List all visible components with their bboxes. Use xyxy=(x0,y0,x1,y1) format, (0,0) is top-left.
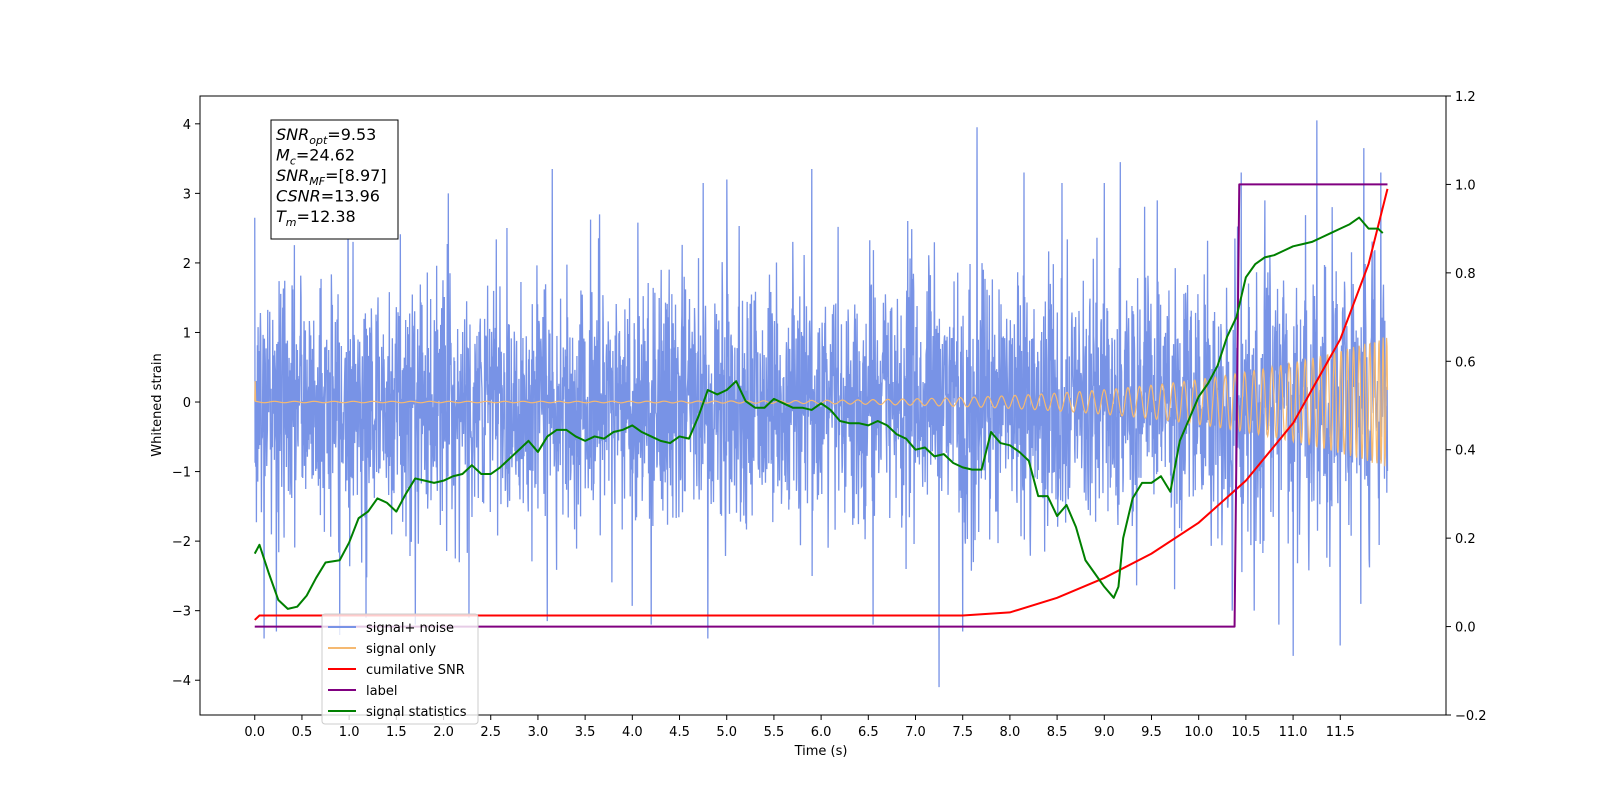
x-tick-label: 5.0 xyxy=(716,725,737,740)
series-cumulative-snr xyxy=(254,188,1389,621)
x-axis: 0.0 0.5 1.0 1.5 2.0 2.5 3.0 3.5 4.0 4.5 5.0 5.5 6.0 6… xyxy=(244,715,1355,740)
legend-label: signal only xyxy=(366,642,436,657)
x-tick-label: 4.0 xyxy=(622,725,643,740)
x-tick-label: 0.0 xyxy=(244,725,265,740)
x-tick-label: 6.5 xyxy=(858,725,879,740)
x-tick-label: 1.0 xyxy=(339,725,360,740)
x-tick-label: 2.5 xyxy=(480,725,501,740)
x-tick-label: 7.5 xyxy=(952,725,973,740)
y2-tick-label: 0.6 xyxy=(1455,355,1476,370)
x-tick-label: 11.0 xyxy=(1279,725,1308,740)
y-tick-label: 1 xyxy=(183,326,191,341)
stats-annotation: SNRopt=9.53Mc=24.62SNRMF=[8.97]CSNR=13.9… xyxy=(270,119,399,240)
x-tick-label: 8.0 xyxy=(1000,725,1021,740)
x-tick-label: 9.0 xyxy=(1094,725,1115,740)
y-tick-label: 3 xyxy=(183,187,191,202)
x-tick-label: 3.5 xyxy=(575,725,596,740)
annotation-line: CSNR=13.96 xyxy=(276,187,380,206)
y-tick-label: 0 xyxy=(183,396,191,411)
series-signal-statistics xyxy=(253,216,1384,610)
x-tick-label: 10.0 xyxy=(1184,725,1213,740)
annotation-line: SNRMF=[8.97] xyxy=(276,166,387,188)
x-tick-label: 10.5 xyxy=(1231,725,1260,740)
x-tick-label: 5.5 xyxy=(764,725,785,740)
series-layer xyxy=(253,120,1389,688)
annotation-line: Mc=24.62 xyxy=(276,146,355,168)
x-tick-label: 4.5 xyxy=(669,725,690,740)
y2-tick-label: 0.0 xyxy=(1455,621,1476,636)
legend-label: signal statistics xyxy=(366,705,467,720)
y-tick-label: 2 xyxy=(183,257,191,272)
legend: signal+ noise signal only cumilative SNR la… xyxy=(321,613,479,725)
x-tick-label: 7.0 xyxy=(905,725,926,740)
x-tick-label: 0.5 xyxy=(292,725,313,740)
y2-tick-label: 0.8 xyxy=(1455,267,1476,282)
y-tick-label: −3 xyxy=(172,605,191,620)
legend-box xyxy=(321,613,479,725)
x-tick-label: 3.0 xyxy=(528,725,549,740)
legend-label: cumilative SNR xyxy=(366,663,465,678)
x-tick-label: 8.5 xyxy=(1047,725,1068,740)
y-tick-label: −2 xyxy=(172,535,191,550)
annotation-box xyxy=(270,119,399,240)
x-tick-label: 2.0 xyxy=(433,725,454,740)
legend-label: signal+ noise xyxy=(366,621,454,636)
y2-tick-label: 1.0 xyxy=(1455,178,1476,193)
x-tick-label: 11.5 xyxy=(1326,725,1355,740)
x-tick-label: 1.5 xyxy=(386,725,407,740)
y-tick-label: −1 xyxy=(172,466,191,481)
legend-label: label xyxy=(366,684,397,699)
y2-tick-label: 1.2 xyxy=(1455,90,1476,105)
x-tick-label: 9.5 xyxy=(1141,725,1162,740)
y-tick-label: −4 xyxy=(172,674,191,689)
y-tick-label: 4 xyxy=(183,118,191,133)
y-axis-left: −4 −3 −2 −1 0 1 2 3 4 xyxy=(172,118,200,689)
y-axis-title: Whitened strain xyxy=(150,353,165,456)
y-axis-right: −0.2 0.0 0.2 0.4 0.6 0.8 1.0 1.2 xyxy=(1446,90,1487,724)
y2-tick-label: 0.4 xyxy=(1455,444,1476,459)
plot-frame xyxy=(199,95,1447,716)
series-signal-noise xyxy=(254,120,1389,688)
series-label xyxy=(254,183,1388,628)
y2-tick-label: −0.2 xyxy=(1455,709,1487,724)
annotation-line: Tm=12.38 xyxy=(276,207,356,229)
annotation-line: SNRopt=9.53 xyxy=(276,125,376,147)
x-axis-title: Time (s) xyxy=(794,744,848,759)
y2-tick-label: 0.2 xyxy=(1455,532,1476,547)
x-tick-label: 6.0 xyxy=(811,725,832,740)
